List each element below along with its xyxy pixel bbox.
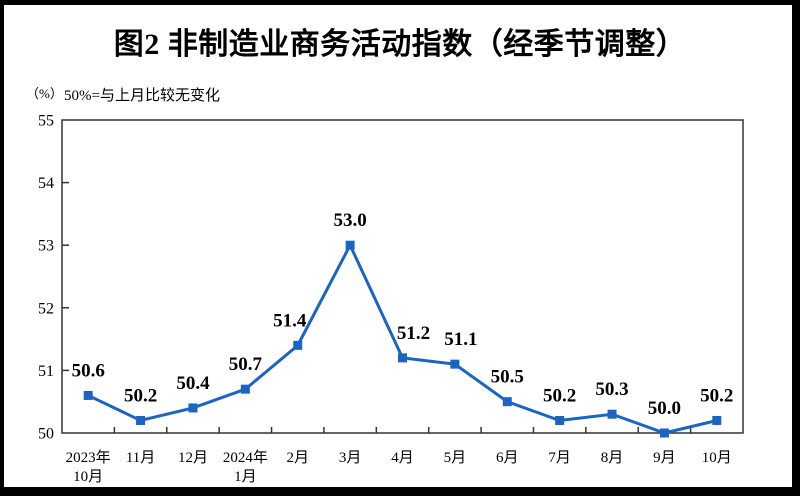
x-tick-label: 12月 (178, 450, 208, 466)
frame-border-left (0, 0, 4, 496)
data-point-marker (136, 415, 146, 425)
y-tick-label: 50 (38, 426, 54, 443)
data-point-marker (188, 403, 198, 413)
data-point-label: 50.6 (72, 360, 105, 381)
chart-title: 图2 非制造业商务活动指数（经季节调整） (113, 28, 687, 61)
data-point-label: 50.3 (595, 379, 628, 400)
y-tick-label: 52 (38, 300, 54, 317)
x-tick-label: 10月 (73, 469, 103, 485)
series-markers (83, 240, 722, 438)
data-point-label: 50.5 (491, 367, 524, 388)
y-axis-labels: 50 51 52 53 54 55 (38, 113, 54, 443)
x-tick-label: 5月 (444, 450, 467, 466)
axes (61, 119, 744, 434)
reference-note: 50%=与上月比较无变化 (64, 88, 220, 104)
y-axis-unit-label: （%） (26, 86, 63, 101)
x-tick-label: 7月 (548, 450, 571, 466)
data-labels: 50.6 50.2 50.4 50.7 51.4 53.0 51.2 51.1 50.5 50.2… (72, 210, 734, 419)
data-point-marker (659, 428, 669, 438)
x-tick-label: 2月 (286, 450, 309, 466)
data-point-marker (398, 353, 407, 363)
data-point-label: 51.2 (397, 323, 430, 344)
y-tick-label: 54 (38, 175, 54, 192)
x-tick-label: 2024年 (223, 449, 268, 466)
y-tick-label: 55 (38, 113, 54, 130)
x-tick-label: 1月 (234, 469, 257, 485)
y-tick-label: 51 (38, 363, 54, 380)
x-tick-label: 8月 (601, 450, 624, 466)
x-tick-label: 10月 (702, 450, 732, 466)
data-point-label: 50.2 (543, 385, 576, 406)
frame-border-right (792, 0, 800, 496)
data-point-marker (502, 397, 512, 407)
data-point-label: 50.2 (700, 385, 733, 406)
data-point-marker (555, 415, 565, 425)
data-point-marker (83, 390, 93, 400)
y-tick-label: 53 (38, 238, 54, 255)
data-point-label: 50.4 (176, 373, 210, 394)
data-point-label: 50.2 (124, 385, 157, 406)
data-point-label: 51.4 (273, 310, 307, 331)
x-axis-labels: 2023年 10月 11月 12月 2024年 1月 2月 3月 4月 5月 6月 7月 8月 9月 10月 (66, 449, 732, 485)
x-tick-label: 3月 (339, 450, 362, 466)
x-tick-label: 11月 (126, 450, 155, 466)
data-point-marker (293, 340, 303, 350)
x-tick-label: 9月 (653, 450, 676, 466)
data-point-marker (450, 359, 460, 369)
data-point-label: 50.0 (648, 398, 681, 419)
x-tick-label: 2023年 (66, 449, 111, 466)
data-point-marker (345, 240, 355, 250)
data-point-label: 51.1 (444, 329, 477, 350)
data-point-marker (712, 415, 722, 425)
x-tick-label: 4月 (391, 450, 414, 466)
data-point-marker (607, 409, 617, 419)
data-point-marker (240, 384, 250, 394)
frame-border-bottom (0, 487, 800, 496)
data-point-label: 50.7 (229, 354, 263, 375)
x-tick-label: 6月 (496, 450, 519, 466)
plot-border (61, 119, 744, 434)
frame-border-top (0, 0, 800, 5)
data-point-label: 53.0 (333, 210, 366, 231)
